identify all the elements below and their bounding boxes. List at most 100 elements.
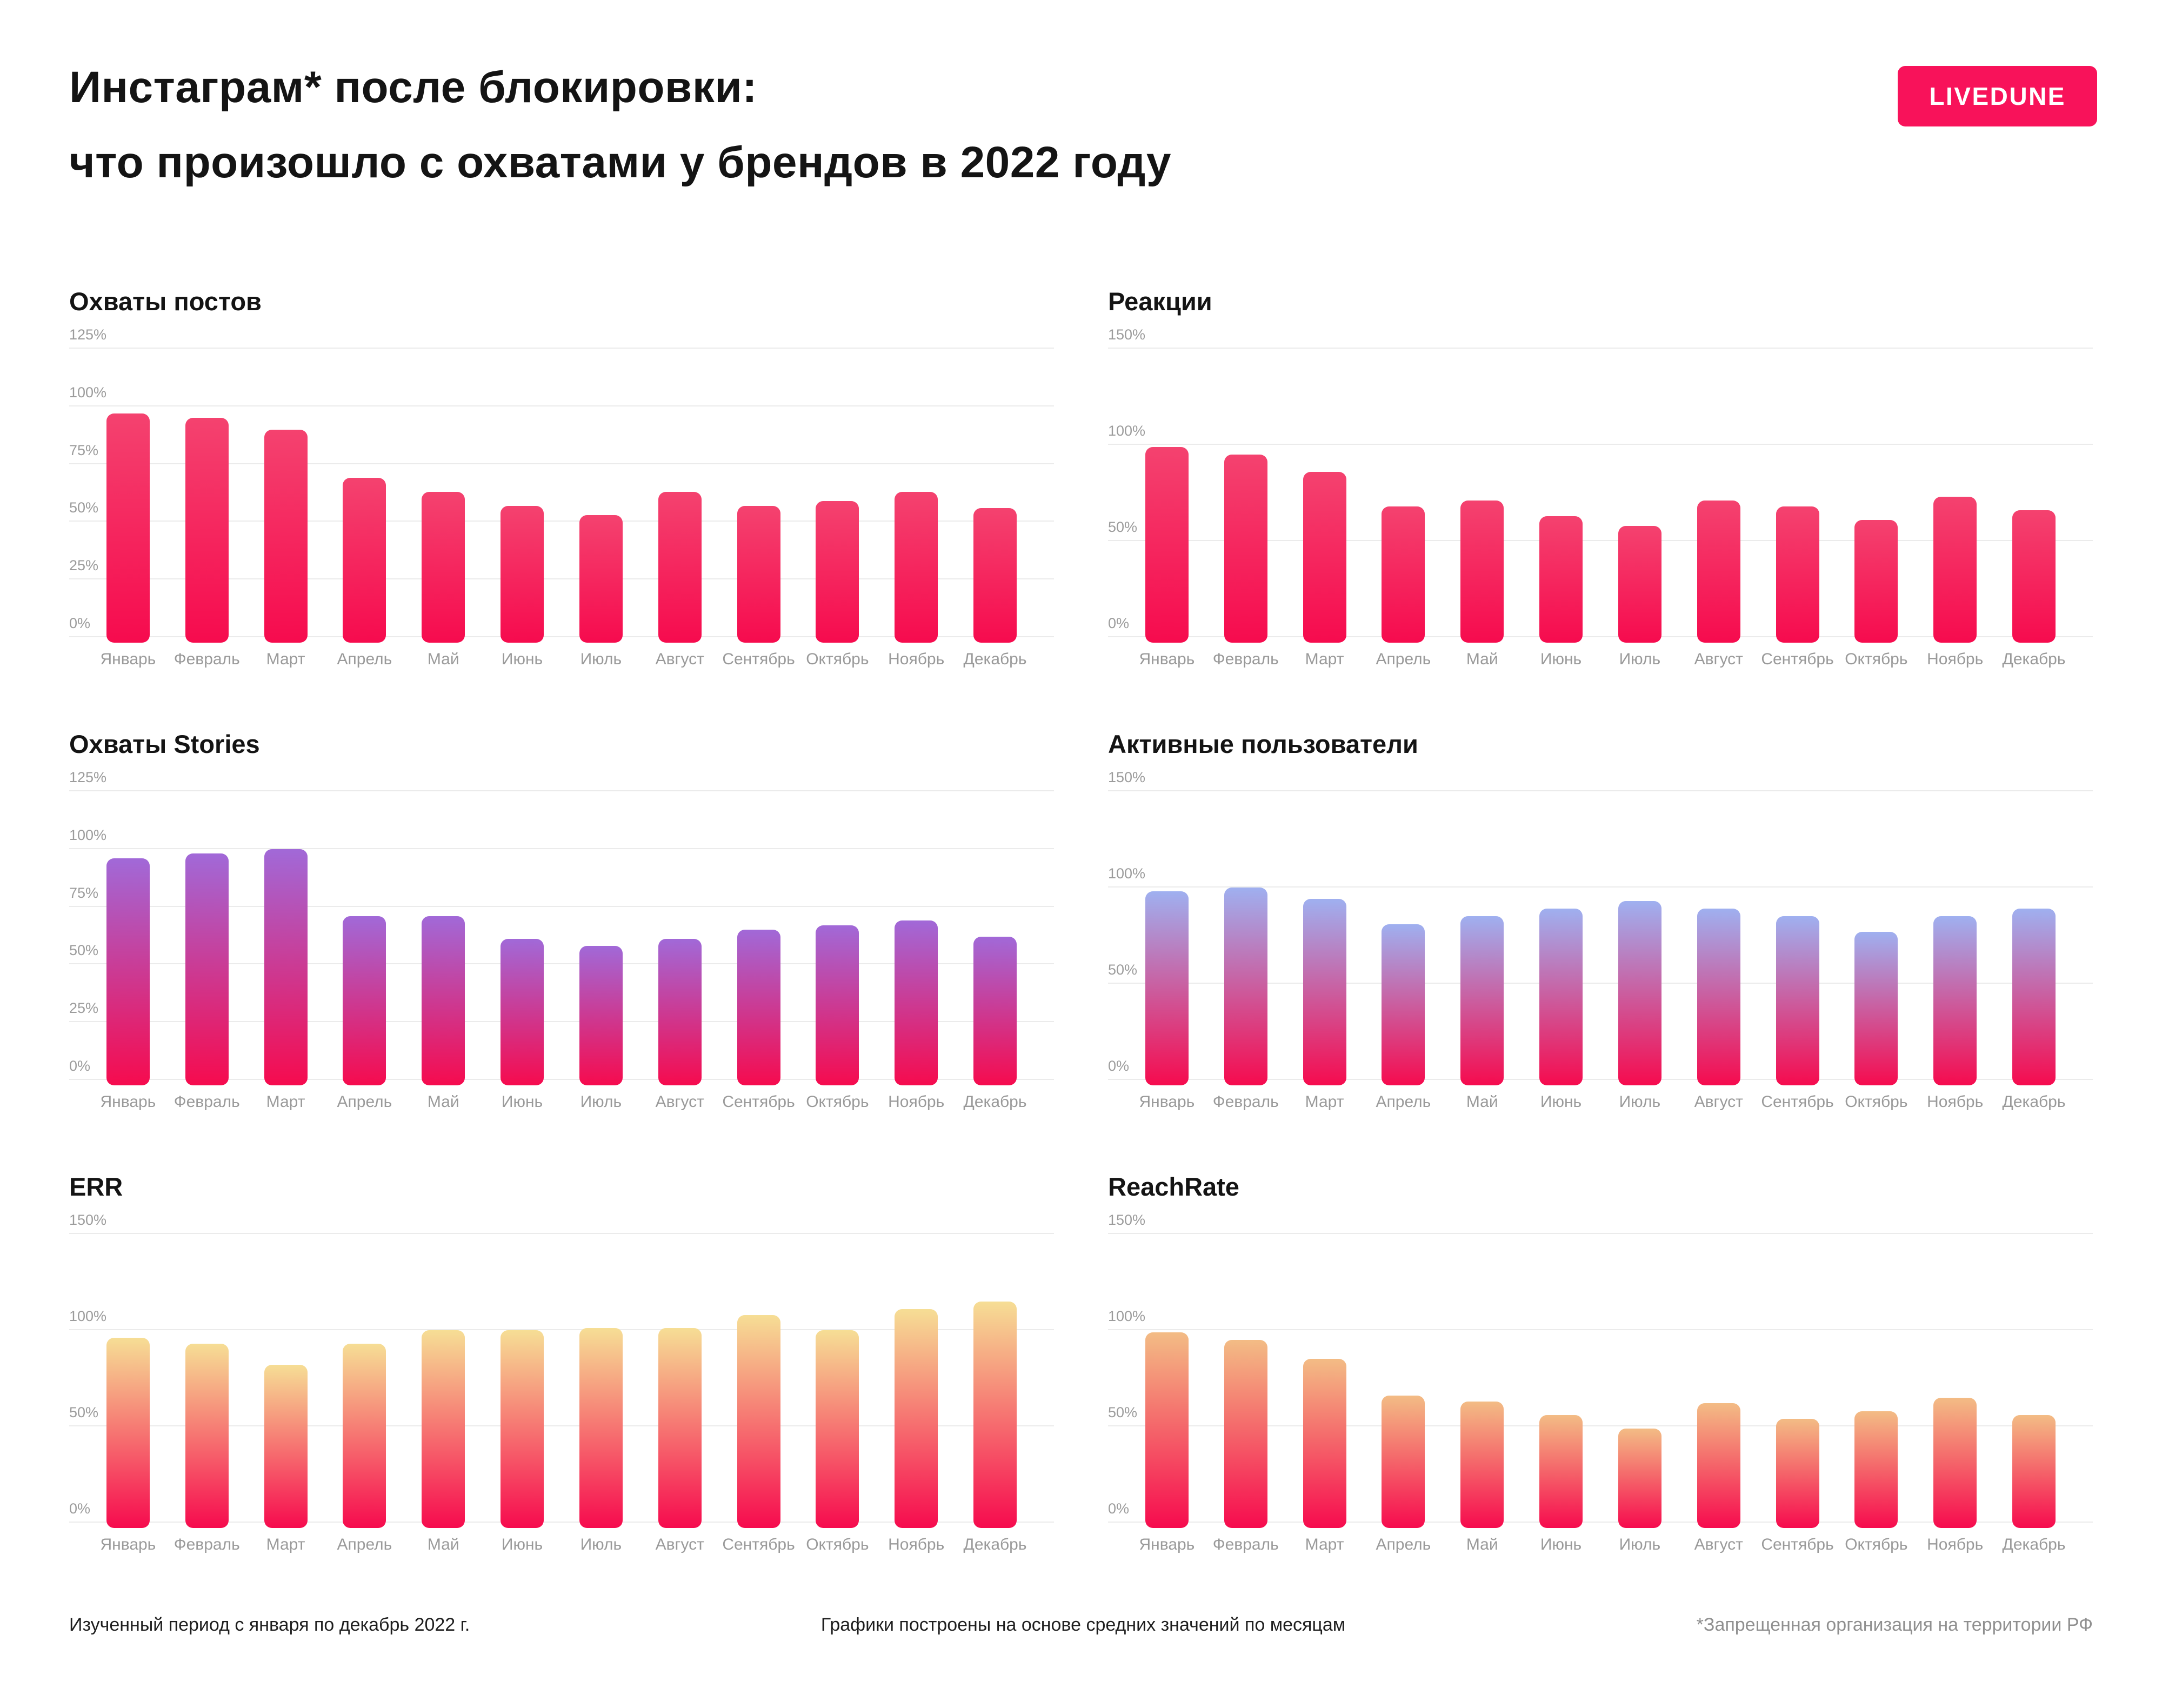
x-axis-label: Декабрь <box>2002 1536 2066 1553</box>
chart-bar-Апрель <box>343 916 386 1085</box>
bar-slot <box>1364 791 1443 1085</box>
bar-slot <box>956 791 1035 1085</box>
gridline <box>1108 444 2093 445</box>
bars-row <box>1127 1234 2073 1528</box>
x-axis-label: Август <box>1694 1536 1743 1553</box>
bar-slot <box>1443 791 1522 1085</box>
y-axis-tick-label: 0% <box>1108 1500 1130 1517</box>
chart-bar-Июнь <box>1539 516 1583 643</box>
gridline <box>69 1079 1054 1080</box>
x-axis-label: Апрель <box>337 650 392 668</box>
y-axis-tick-label: 100% <box>69 384 107 401</box>
chart-bar-Июль <box>1618 1428 1661 1528</box>
x-axis-label: Июнь <box>501 1093 543 1111</box>
chart-bar-Апрель <box>343 478 386 643</box>
y-axis-tick-label: 25% <box>69 1000 99 1017</box>
chart-bar-Декабрь <box>2012 510 2056 643</box>
y-axis-tick-label: 0% <box>1108 615 1130 631</box>
chart-stories-reach: Охваты Stories 0% 25% 50% 75% 100% 125% Январ… <box>69 729 1054 1111</box>
chart-bar-Октябрь <box>816 501 859 643</box>
chart-title: Охваты Stories <box>69 730 260 758</box>
chart-bar-Сентябрь <box>1776 506 1819 643</box>
chart-bar-Март <box>1303 471 1346 643</box>
bar-slot <box>246 1234 325 1528</box>
chart-active-users: Активные пользователи 0% 50% 100% 150% Янва… <box>1108 729 2093 1111</box>
bar-slot <box>1916 1234 1994 1528</box>
gridline <box>69 348 1054 349</box>
bar-slot <box>1443 349 1522 643</box>
gridline <box>69 463 1054 464</box>
chart-plot-area: 0% 50% 100% 150% <box>69 1212 1054 1528</box>
x-axis-label: Февраль <box>1212 650 1279 668</box>
bars-row <box>89 349 1035 643</box>
chart-bar-Март <box>1303 1359 1346 1528</box>
chart-bar-Февраль <box>1224 1339 1267 1528</box>
x-axis-label: Ноябрь <box>888 650 945 668</box>
chart-bar-Февраль <box>1224 454 1267 643</box>
bars-row <box>1127 349 2073 643</box>
chart-bar-Декабрь <box>2012 1415 2056 1528</box>
y-axis-tick-label: 0% <box>69 1500 91 1517</box>
chart-bar-Май <box>422 916 465 1085</box>
chart-bar-Август <box>1697 1403 1740 1528</box>
chart-title: ERR <box>69 1172 123 1201</box>
chart-plot-area: 0% 25% 50% 75% 100% 125% <box>69 326 1054 643</box>
gridline <box>69 521 1054 522</box>
bar-slot <box>1364 1234 1443 1528</box>
chart-bar-Сентябрь <box>737 505 780 643</box>
footer-period-note: Изученный период с января по декабрь 202… <box>69 1614 470 1635</box>
chart-bar-Май <box>422 1330 465 1528</box>
bar-slot <box>1916 791 1994 1085</box>
y-axis-tick-label: 100% <box>1108 865 1146 882</box>
y-axis-tick-label: 0% <box>69 1058 91 1074</box>
chart-bar-Июль <box>579 515 623 643</box>
chart-bar-Ноябрь <box>1933 916 1977 1085</box>
bar-slot <box>1285 791 1364 1085</box>
chart-bar-Январь <box>106 858 150 1085</box>
bar-slot <box>1443 1234 1522 1528</box>
chart-bar-Апрель <box>1382 1396 1425 1528</box>
gridline <box>1108 790 2093 791</box>
chart-bar-Июнь <box>501 1330 544 1528</box>
chart-bar-Апрель <box>1382 924 1425 1085</box>
y-axis-tick-label: 50% <box>69 1404 99 1421</box>
x-axis-label: Март <box>1305 1093 1344 1111</box>
chart-bar-Декабрь <box>973 937 1017 1085</box>
bar-slot <box>168 349 246 643</box>
bar-slot <box>1127 349 1206 643</box>
x-axis-label: Ноябрь <box>1927 650 1984 668</box>
x-axis-label: Декабрь <box>963 1093 1027 1111</box>
x-axis-label: Январь <box>1139 1536 1195 1553</box>
chart-bar-Июнь <box>501 505 544 643</box>
chart-title: ReachRate <box>1108 1172 1239 1201</box>
x-axis-label: Август <box>655 650 704 668</box>
bar-slot <box>562 349 640 643</box>
y-axis-tick-label: 50% <box>69 942 99 959</box>
bar-slot <box>325 1234 404 1528</box>
x-axis-label: Май <box>427 1536 459 1553</box>
chart-bar-Март <box>1303 899 1346 1085</box>
bar-slot <box>1994 791 2073 1085</box>
x-axis-label: Январь <box>100 1536 156 1553</box>
bar-slot <box>1600 791 1679 1085</box>
y-axis-tick-label: 125% <box>69 326 107 343</box>
bar-slot <box>246 349 325 643</box>
bar-slot <box>1679 791 1758 1085</box>
chart-bar-Май <box>1460 501 1504 643</box>
x-axis-label: Декабрь <box>963 1536 1027 1553</box>
bar-slot <box>1837 791 1916 1085</box>
gridline <box>69 578 1054 580</box>
chart-bar-Ноябрь <box>895 920 938 1085</box>
chart-bar-Апрель <box>343 1343 386 1528</box>
x-axis-label: Ноябрь <box>888 1536 945 1553</box>
chart-title: Охваты постов <box>69 287 262 316</box>
gridline <box>1108 1079 2093 1080</box>
bar-slot <box>404 791 483 1085</box>
x-axis-label: Июнь <box>1540 650 1582 668</box>
bar-slot <box>1994 349 2073 643</box>
chart-bar-Сентябрь <box>1776 916 1819 1085</box>
gridline <box>1108 1522 2093 1523</box>
bar-slot <box>1679 1234 1758 1528</box>
chart-bar-Октябрь <box>1854 1411 1898 1528</box>
chart-bar-Июнь <box>1539 1415 1583 1528</box>
